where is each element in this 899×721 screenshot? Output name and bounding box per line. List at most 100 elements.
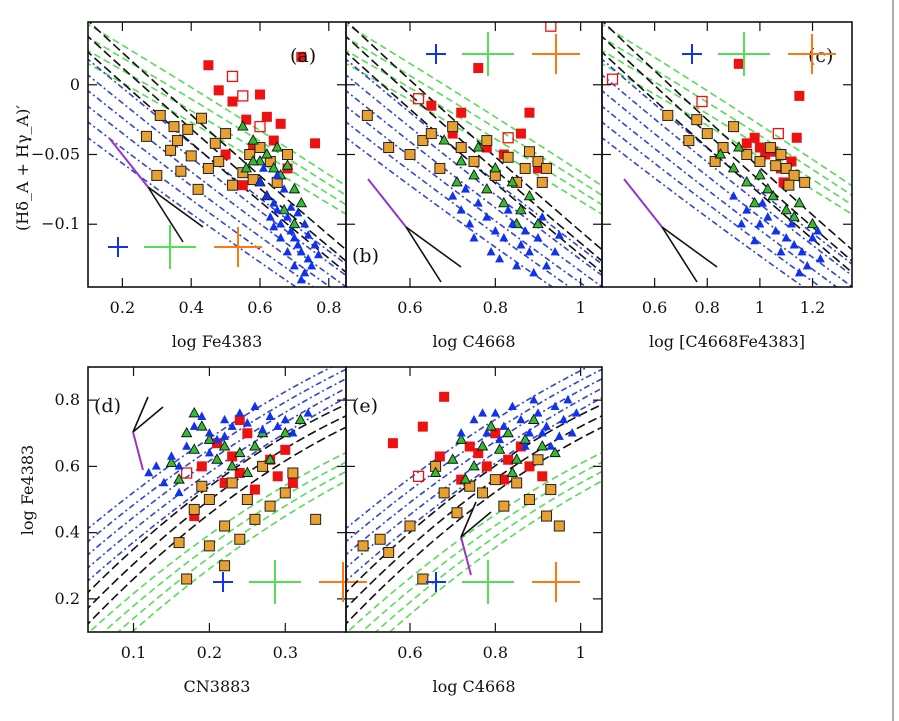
x-axis-title: CN3883 bbox=[184, 677, 251, 696]
point-blue-triangle bbox=[550, 401, 560, 411]
point-blue-triangle bbox=[815, 253, 825, 263]
point-red-square bbox=[310, 138, 321, 149]
point-blue-triangle bbox=[258, 163, 268, 172]
x-axis-title: log [C4668Fe4383] bbox=[649, 332, 805, 351]
point-orange-square bbox=[799, 176, 811, 188]
point-blue-triangle bbox=[533, 233, 543, 242]
point-orange-square bbox=[541, 162, 553, 174]
point-red-square bbox=[481, 142, 492, 153]
point-red-square bbox=[287, 477, 298, 488]
model-track bbox=[388, 480, 602, 632]
point-blue-triangle bbox=[269, 198, 279, 207]
point-green-triangle bbox=[240, 162, 253, 173]
point-blue-triangle bbox=[448, 191, 458, 200]
point-orange-square bbox=[783, 179, 795, 191]
point-green-triangle bbox=[468, 459, 480, 471]
arrow-black bbox=[147, 186, 184, 243]
point-orange-square bbox=[498, 500, 510, 512]
point-orange-square bbox=[532, 155, 544, 167]
point-orange-square bbox=[168, 121, 180, 133]
point-green-triangle bbox=[532, 217, 544, 229]
panel-frame bbox=[345, 366, 603, 633]
model-track bbox=[88, 36, 346, 197]
point-blue-triangle bbox=[272, 170, 282, 179]
point-green-triangle bbox=[481, 182, 493, 194]
point-orange-square bbox=[383, 142, 395, 154]
x-tick-label: 1 bbox=[576, 643, 586, 662]
point-blue-triangle bbox=[469, 414, 479, 424]
point-blue-triangle bbox=[495, 434, 505, 444]
point-green-triangle bbox=[254, 155, 266, 166]
point-red-square bbox=[248, 142, 259, 153]
x-tick-label: 0.8 bbox=[483, 643, 508, 662]
panel-label: (c) bbox=[808, 45, 833, 67]
point-red-square bbox=[733, 58, 744, 69]
point-blue-triangle bbox=[279, 184, 289, 193]
x-tick-label: 1 bbox=[755, 298, 765, 317]
point-red-square bbox=[234, 468, 245, 478]
point-green-triangle bbox=[451, 175, 463, 187]
point-orange-square bbox=[279, 487, 291, 499]
point-red-square bbox=[227, 96, 238, 107]
point-blue-triangle bbox=[742, 205, 752, 214]
point-green-triangle bbox=[806, 217, 819, 229]
point-orange-square bbox=[770, 160, 782, 172]
point-blue-triangle bbox=[303, 408, 313, 417]
point-blue-triangle bbox=[507, 219, 517, 228]
point-red-square bbox=[387, 438, 398, 449]
point-red-square bbox=[439, 391, 450, 402]
model-track bbox=[116, 470, 346, 632]
point-red-square bbox=[249, 484, 260, 495]
point-green-triangle bbox=[237, 120, 249, 131]
point-blue-triangle bbox=[512, 260, 522, 270]
model-track bbox=[602, 23, 852, 187]
point-orange-square bbox=[532, 454, 544, 466]
panel-label: (b) bbox=[352, 245, 379, 267]
point-blue-triangle bbox=[276, 233, 286, 242]
point-blue-triangle bbox=[293, 207, 303, 217]
point-red-open-square bbox=[237, 90, 249, 102]
arrow-purple bbox=[623, 178, 663, 228]
model-track bbox=[602, 136, 805, 287]
point-orange-square bbox=[455, 142, 467, 154]
point-blue-triangle bbox=[469, 233, 479, 242]
point-orange-square bbox=[234, 533, 246, 545]
point-blue-triangle bbox=[503, 205, 513, 214]
point-green-triangle bbox=[165, 456, 178, 468]
point-orange-square bbox=[173, 537, 185, 549]
point-red-square bbox=[481, 461, 492, 472]
point-blue-triangle bbox=[537, 212, 547, 221]
point-red-square bbox=[242, 428, 253, 439]
point-blue-triangle bbox=[763, 212, 773, 221]
x-tick-label: 0.3 bbox=[273, 643, 298, 662]
point-orange-square bbox=[154, 109, 166, 121]
point-orange-square bbox=[683, 135, 695, 147]
arrow-purple bbox=[460, 536, 472, 576]
point-red-square bbox=[268, 135, 279, 146]
model-track bbox=[346, 415, 602, 610]
point-red-square bbox=[524, 107, 535, 118]
point-green-triangle bbox=[468, 168, 480, 180]
point-orange-square bbox=[219, 520, 231, 532]
point-blue-triangle bbox=[286, 202, 296, 211]
point-orange-square bbox=[361, 109, 373, 121]
point-orange-square bbox=[519, 162, 531, 174]
point-orange-square bbox=[709, 155, 721, 167]
x-tick-label: 0.6 bbox=[642, 298, 667, 317]
point-blue-triangle bbox=[750, 235, 760, 245]
point-orange-square bbox=[151, 169, 163, 181]
model-track bbox=[346, 105, 588, 287]
panel-a: 0.2 0.4 0.6 0.8 0 −0.05 −0.1 log Fe4383 (a) bbox=[31, 21, 347, 351]
point-blue-triangle bbox=[473, 198, 483, 207]
model-track bbox=[602, 73, 852, 277]
y-tick-label: 0.6 bbox=[55, 456, 80, 475]
panel-label: (e) bbox=[352, 395, 378, 417]
point-green-triangle bbox=[459, 473, 472, 484]
point-orange-square bbox=[451, 507, 463, 519]
model-track bbox=[602, 121, 822, 287]
point-orange-square bbox=[226, 477, 238, 489]
point-green-triangle bbox=[241, 466, 254, 477]
point-blue-triangle bbox=[220, 431, 230, 440]
x-tick-label: 0.6 bbox=[397, 298, 422, 317]
point-green-triangle bbox=[429, 466, 442, 477]
